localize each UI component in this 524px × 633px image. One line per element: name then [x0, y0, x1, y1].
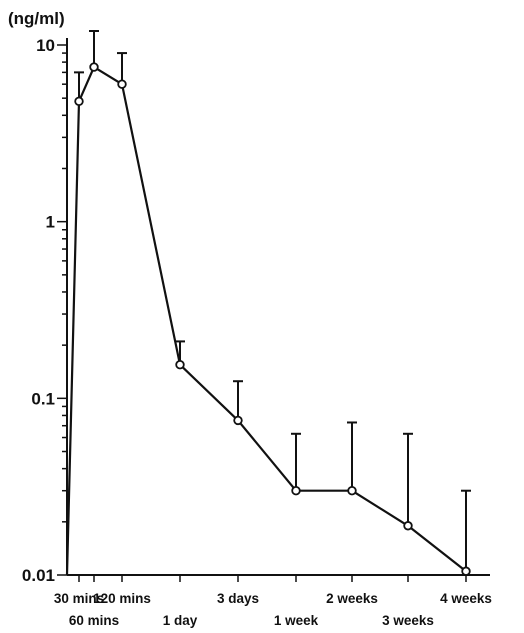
y-ticks: 10 1 0.1 0.01	[22, 36, 67, 585]
y-tick-label: 1	[46, 213, 55, 232]
y-axis-label: (ng/ml)	[8, 9, 65, 28]
data-point	[117, 79, 127, 89]
series-line	[65, 66, 467, 576]
data-point	[403, 521, 413, 531]
data-point	[461, 566, 471, 576]
data-point	[175, 360, 185, 370]
x-tick-label: 2 weeks	[326, 591, 378, 606]
data-points	[74, 62, 471, 576]
data-point	[89, 62, 99, 72]
y-tick-label: 0.1	[31, 389, 55, 408]
y-tick-label: 10	[36, 36, 55, 55]
data-point	[233, 415, 243, 426]
x-tick-label: 3 days	[217, 591, 259, 606]
data-point	[291, 486, 301, 496]
x-tick-label: 60 mins	[69, 613, 119, 628]
x-ticks: 30 mins 60 mins 120 mins 1 day 3 days 1 week 2…	[54, 575, 492, 628]
y-tick-label: 0.01	[22, 566, 55, 585]
error-bars	[74, 30, 471, 572]
x-tick-label: 120 mins	[93, 591, 151, 606]
x-tick-label: 3 weeks	[382, 613, 434, 628]
data-point	[347, 486, 357, 496]
x-tick-label: 1 week	[274, 613, 319, 628]
x-tick-label: 1 day	[163, 613, 198, 628]
x-tick-label: 30 mins	[54, 591, 104, 606]
x-tick-label: 4 weeks	[440, 591, 492, 606]
data-point	[74, 96, 84, 107]
